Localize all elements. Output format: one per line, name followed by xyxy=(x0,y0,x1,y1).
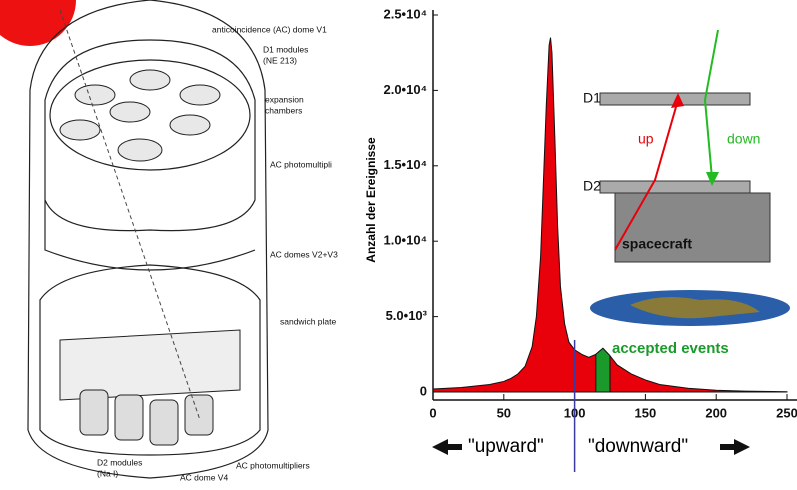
inset-label: up xyxy=(638,131,654,147)
track xyxy=(59,9,201,421)
label: (Na I) xyxy=(97,468,118,478)
area xyxy=(595,347,611,393)
x-tick-label: 250 xyxy=(776,405,797,420)
label: AC photomultipliers xyxy=(236,460,310,470)
detector-drawing: anticoincidence (AC) dome V1 D1 modules … xyxy=(0,0,338,482)
up-head xyxy=(671,93,684,108)
label: expansion xyxy=(265,94,304,104)
x-tick-label: 150 xyxy=(635,405,657,420)
annotation: "upward" xyxy=(468,436,544,457)
down-head xyxy=(706,172,719,186)
label: AC domes V2+V3 xyxy=(270,249,338,259)
label: sandwich plate xyxy=(280,316,337,326)
d2-modules xyxy=(79,389,214,446)
label: AC photomultipli xyxy=(270,159,332,169)
label: (NE 213) xyxy=(263,55,297,65)
up-arrow xyxy=(614,99,679,251)
label: D2 modules xyxy=(97,457,142,467)
dome-v1 xyxy=(44,39,256,232)
label: anticoincidence (AC) dome V1 xyxy=(212,24,327,34)
x-tick-label: 200 xyxy=(705,405,727,420)
red-marker xyxy=(0,0,76,46)
sandwich-plate xyxy=(59,329,241,401)
dome-v2-v3 xyxy=(39,264,261,456)
d1-platform xyxy=(49,59,251,171)
mid-section xyxy=(44,200,256,271)
annotation: accepted events xyxy=(612,340,729,357)
x-tick-label: 50 xyxy=(497,405,511,420)
d2-plate xyxy=(599,180,751,194)
label: AC dome V4 xyxy=(180,472,228,482)
inset-label: D1 xyxy=(583,90,601,106)
inset: D1 D2 up down spacecraft xyxy=(583,29,790,326)
x-tick-label: 0 xyxy=(429,405,436,420)
y-tick-label: 0 xyxy=(420,383,427,398)
chart: Anzahl der Ereignisse 0 5.0•10³ 1.0•10⁴ 1.5… xyxy=(364,6,797,472)
down-arrow xyxy=(703,29,719,179)
y-tick-label: 5.0•10³ xyxy=(386,308,428,323)
y-tick-label: 2.0•10⁴ xyxy=(383,82,427,97)
y-tick-label: 1.0•10⁴ xyxy=(383,233,427,248)
area xyxy=(432,37,788,393)
right-arrow xyxy=(720,439,750,455)
inset-label: down xyxy=(727,131,760,147)
inset-label: spacecraft xyxy=(622,236,692,252)
label: D1 modules xyxy=(263,44,308,54)
inset-label: D2 xyxy=(583,178,601,194)
label: chambers xyxy=(265,105,302,115)
outer-shell xyxy=(27,0,269,479)
y-tick-label: 2.5•10⁴ xyxy=(383,6,427,21)
left-arrow xyxy=(432,439,462,455)
y-tick-label: 1.5•10⁴ xyxy=(383,157,427,172)
earth-land xyxy=(630,296,760,319)
d1-modules xyxy=(59,69,221,162)
y-axis-label: Anzahl der Ereignisse xyxy=(364,137,378,263)
annotation: "downward" xyxy=(588,436,688,457)
